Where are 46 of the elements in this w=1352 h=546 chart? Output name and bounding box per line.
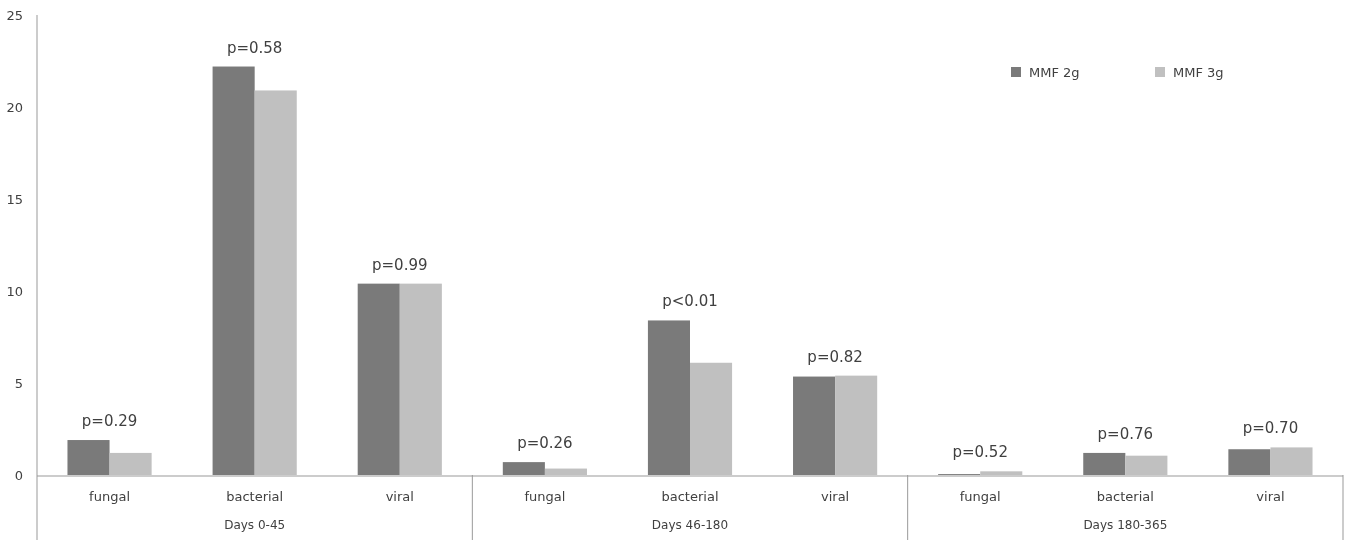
x-tick-label: viral — [385, 489, 414, 505]
bar — [835, 375, 878, 475]
bar — [793, 376, 836, 475]
bar — [109, 452, 152, 475]
x-tick-label: viral — [820, 489, 850, 505]
y-tick-label: 15 — [6, 191, 23, 207]
bar — [212, 66, 255, 475]
bar — [1083, 452, 1126, 475]
x-tick-label: fungal — [89, 489, 130, 505]
bar — [67, 440, 110, 475]
y-tick-label: 20 — [6, 99, 23, 115]
y-tick-label: 10 — [6, 283, 23, 299]
x-tick-label: bacterial — [226, 489, 284, 505]
y-tick-label: 25 — [6, 7, 23, 23]
annotation: p=0.70 — [1242, 419, 1299, 438]
bar — [357, 283, 400, 475]
bar — [980, 471, 1023, 475]
annotation: p=0.58 — [226, 38, 283, 57]
text: Days 180-365 — [1083, 518, 1168, 532]
bar — [690, 362, 733, 475]
bar — [502, 462, 545, 475]
bar — [399, 283, 442, 475]
bar — [1125, 455, 1168, 475]
x-tick-label: viral — [1256, 489, 1285, 505]
x-tick-label: fungal — [959, 489, 1001, 505]
y-tick-label: 0 — [14, 467, 23, 483]
annotation: p<0.01 — [662, 292, 718, 311]
legend-label: MMF 2g — [1029, 65, 1080, 80]
x-tick-label: bacterial — [1096, 489, 1154, 505]
annotation: p=0.99 — [372, 255, 428, 274]
y-tick-label: 5 — [14, 375, 23, 391]
annotation: p=0.76 — [1097, 424, 1154, 443]
text: Days 0-45 — [224, 518, 286, 532]
annotation: p=0.82 — [807, 347, 863, 366]
x-tick-label: bacterial — [661, 489, 719, 505]
bar — [544, 468, 587, 475]
bar — [647, 320, 690, 475]
bar — [1228, 449, 1271, 475]
text: Days 46-180 — [651, 518, 729, 532]
annotation: p=0.52 — [952, 443, 1008, 462]
bar — [254, 90, 297, 475]
annotation: p=0.26 — [517, 434, 573, 453]
annotation: p=0.29 — [81, 412, 138, 431]
legend-label: MMF 3g — [1173, 65, 1224, 80]
x-tick-label: fungal — [524, 489, 566, 505]
bar — [1270, 447, 1313, 475]
